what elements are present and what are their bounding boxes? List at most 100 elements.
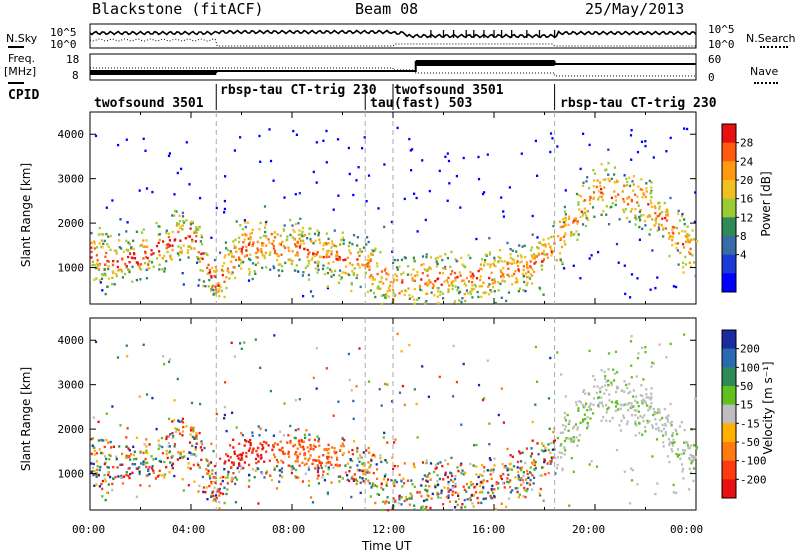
data-cell bbox=[125, 454, 128, 458]
data-cell bbox=[556, 351, 559, 354]
data-cell bbox=[454, 485, 457, 488]
data-cell bbox=[600, 369, 603, 372]
data-cell bbox=[197, 251, 200, 254]
data-cell bbox=[416, 230, 419, 233]
data-cell bbox=[315, 347, 318, 350]
data-cell bbox=[287, 450, 290, 454]
data-cell bbox=[473, 287, 476, 291]
data-cell bbox=[268, 459, 271, 462]
data-cell bbox=[297, 439, 301, 442]
data-cell bbox=[608, 179, 611, 183]
data-cell bbox=[643, 219, 647, 223]
data-cell bbox=[289, 233, 292, 237]
data-cell bbox=[256, 247, 259, 250]
cpid-seg-3: tau bbox=[370, 96, 394, 111]
data-cell bbox=[335, 245, 338, 248]
data-cell bbox=[150, 249, 153, 252]
data-cell bbox=[549, 150, 552, 154]
data-cell bbox=[351, 475, 354, 479]
data-cell bbox=[241, 451, 245, 455]
data-cell bbox=[547, 443, 550, 446]
data-cell bbox=[679, 457, 682, 460]
data-cell bbox=[415, 196, 418, 200]
data-cell bbox=[296, 457, 299, 460]
power-colorbar-swatch-1 bbox=[722, 142, 736, 162]
data-cell bbox=[300, 232, 303, 236]
data-cell bbox=[391, 250, 394, 253]
data-cell bbox=[352, 399, 355, 403]
data-cell bbox=[356, 273, 359, 277]
data-cell bbox=[403, 482, 406, 485]
data-cell bbox=[499, 282, 502, 285]
data-cell bbox=[273, 236, 277, 239]
y-tick-label-0-1: 2000 bbox=[58, 217, 85, 230]
power-colorbar-swatch-7 bbox=[722, 254, 736, 274]
data-cell bbox=[326, 286, 329, 290]
data-cell bbox=[409, 149, 412, 152]
data-cell bbox=[380, 486, 383, 489]
data-cell bbox=[235, 250, 238, 253]
data-cell bbox=[497, 281, 500, 284]
data-cell bbox=[488, 422, 491, 425]
data-cell bbox=[335, 254, 338, 257]
data-cell bbox=[516, 490, 519, 494]
data-cell bbox=[195, 231, 198, 234]
data-cell bbox=[361, 462, 364, 465]
data-cell bbox=[422, 499, 426, 503]
data-cell bbox=[158, 233, 161, 236]
data-cell bbox=[634, 399, 637, 402]
data-cell bbox=[380, 294, 383, 297]
data-cell bbox=[597, 190, 601, 193]
data-cell bbox=[650, 402, 653, 405]
data-cell bbox=[675, 246, 678, 250]
data-cell bbox=[314, 261, 317, 264]
data-cell bbox=[586, 422, 589, 425]
data-cell bbox=[563, 205, 566, 209]
data-cell bbox=[630, 413, 634, 417]
data-cell bbox=[101, 479, 104, 483]
data-cell bbox=[425, 479, 428, 482]
data-cell bbox=[667, 232, 671, 235]
data-cell bbox=[649, 199, 652, 202]
data-cell bbox=[180, 224, 183, 228]
data-cell bbox=[453, 271, 457, 275]
data-cell bbox=[317, 437, 321, 440]
data-cell bbox=[525, 283, 528, 287]
data-cell bbox=[147, 468, 150, 471]
data-cell bbox=[627, 401, 631, 405]
data-cell bbox=[616, 402, 619, 405]
data-cell bbox=[553, 448, 556, 451]
data-cell bbox=[623, 264, 626, 267]
data-cell bbox=[234, 258, 238, 262]
data-cell bbox=[107, 235, 110, 238]
data-cell bbox=[446, 152, 449, 155]
data-cell bbox=[162, 240, 165, 243]
data-cell bbox=[563, 210, 566, 213]
data-cell bbox=[666, 418, 669, 421]
data-cell bbox=[261, 444, 264, 447]
data-cell bbox=[649, 192, 652, 195]
data-cell bbox=[246, 221, 249, 224]
data-cell bbox=[645, 182, 648, 185]
data-cell bbox=[95, 460, 98, 463]
data-cell bbox=[197, 490, 200, 493]
data-cell bbox=[101, 273, 104, 277]
data-cell bbox=[161, 474, 164, 477]
data-cell bbox=[649, 228, 652, 231]
data-cell bbox=[392, 261, 395, 265]
data-cell bbox=[529, 272, 532, 276]
data-cell bbox=[298, 452, 302, 455]
data-cell bbox=[127, 447, 130, 450]
data-cell bbox=[161, 268, 164, 271]
data-cell bbox=[531, 463, 534, 466]
data-cell bbox=[210, 288, 213, 291]
data-cell bbox=[353, 473, 356, 476]
data-cell bbox=[287, 452, 290, 455]
data-cell bbox=[581, 223, 585, 226]
data-cell bbox=[636, 401, 639, 404]
data-cell bbox=[357, 457, 360, 460]
data-cell bbox=[623, 200, 626, 203]
data-cell bbox=[671, 450, 674, 453]
data-cell bbox=[93, 263, 96, 267]
data-cell bbox=[425, 459, 428, 462]
